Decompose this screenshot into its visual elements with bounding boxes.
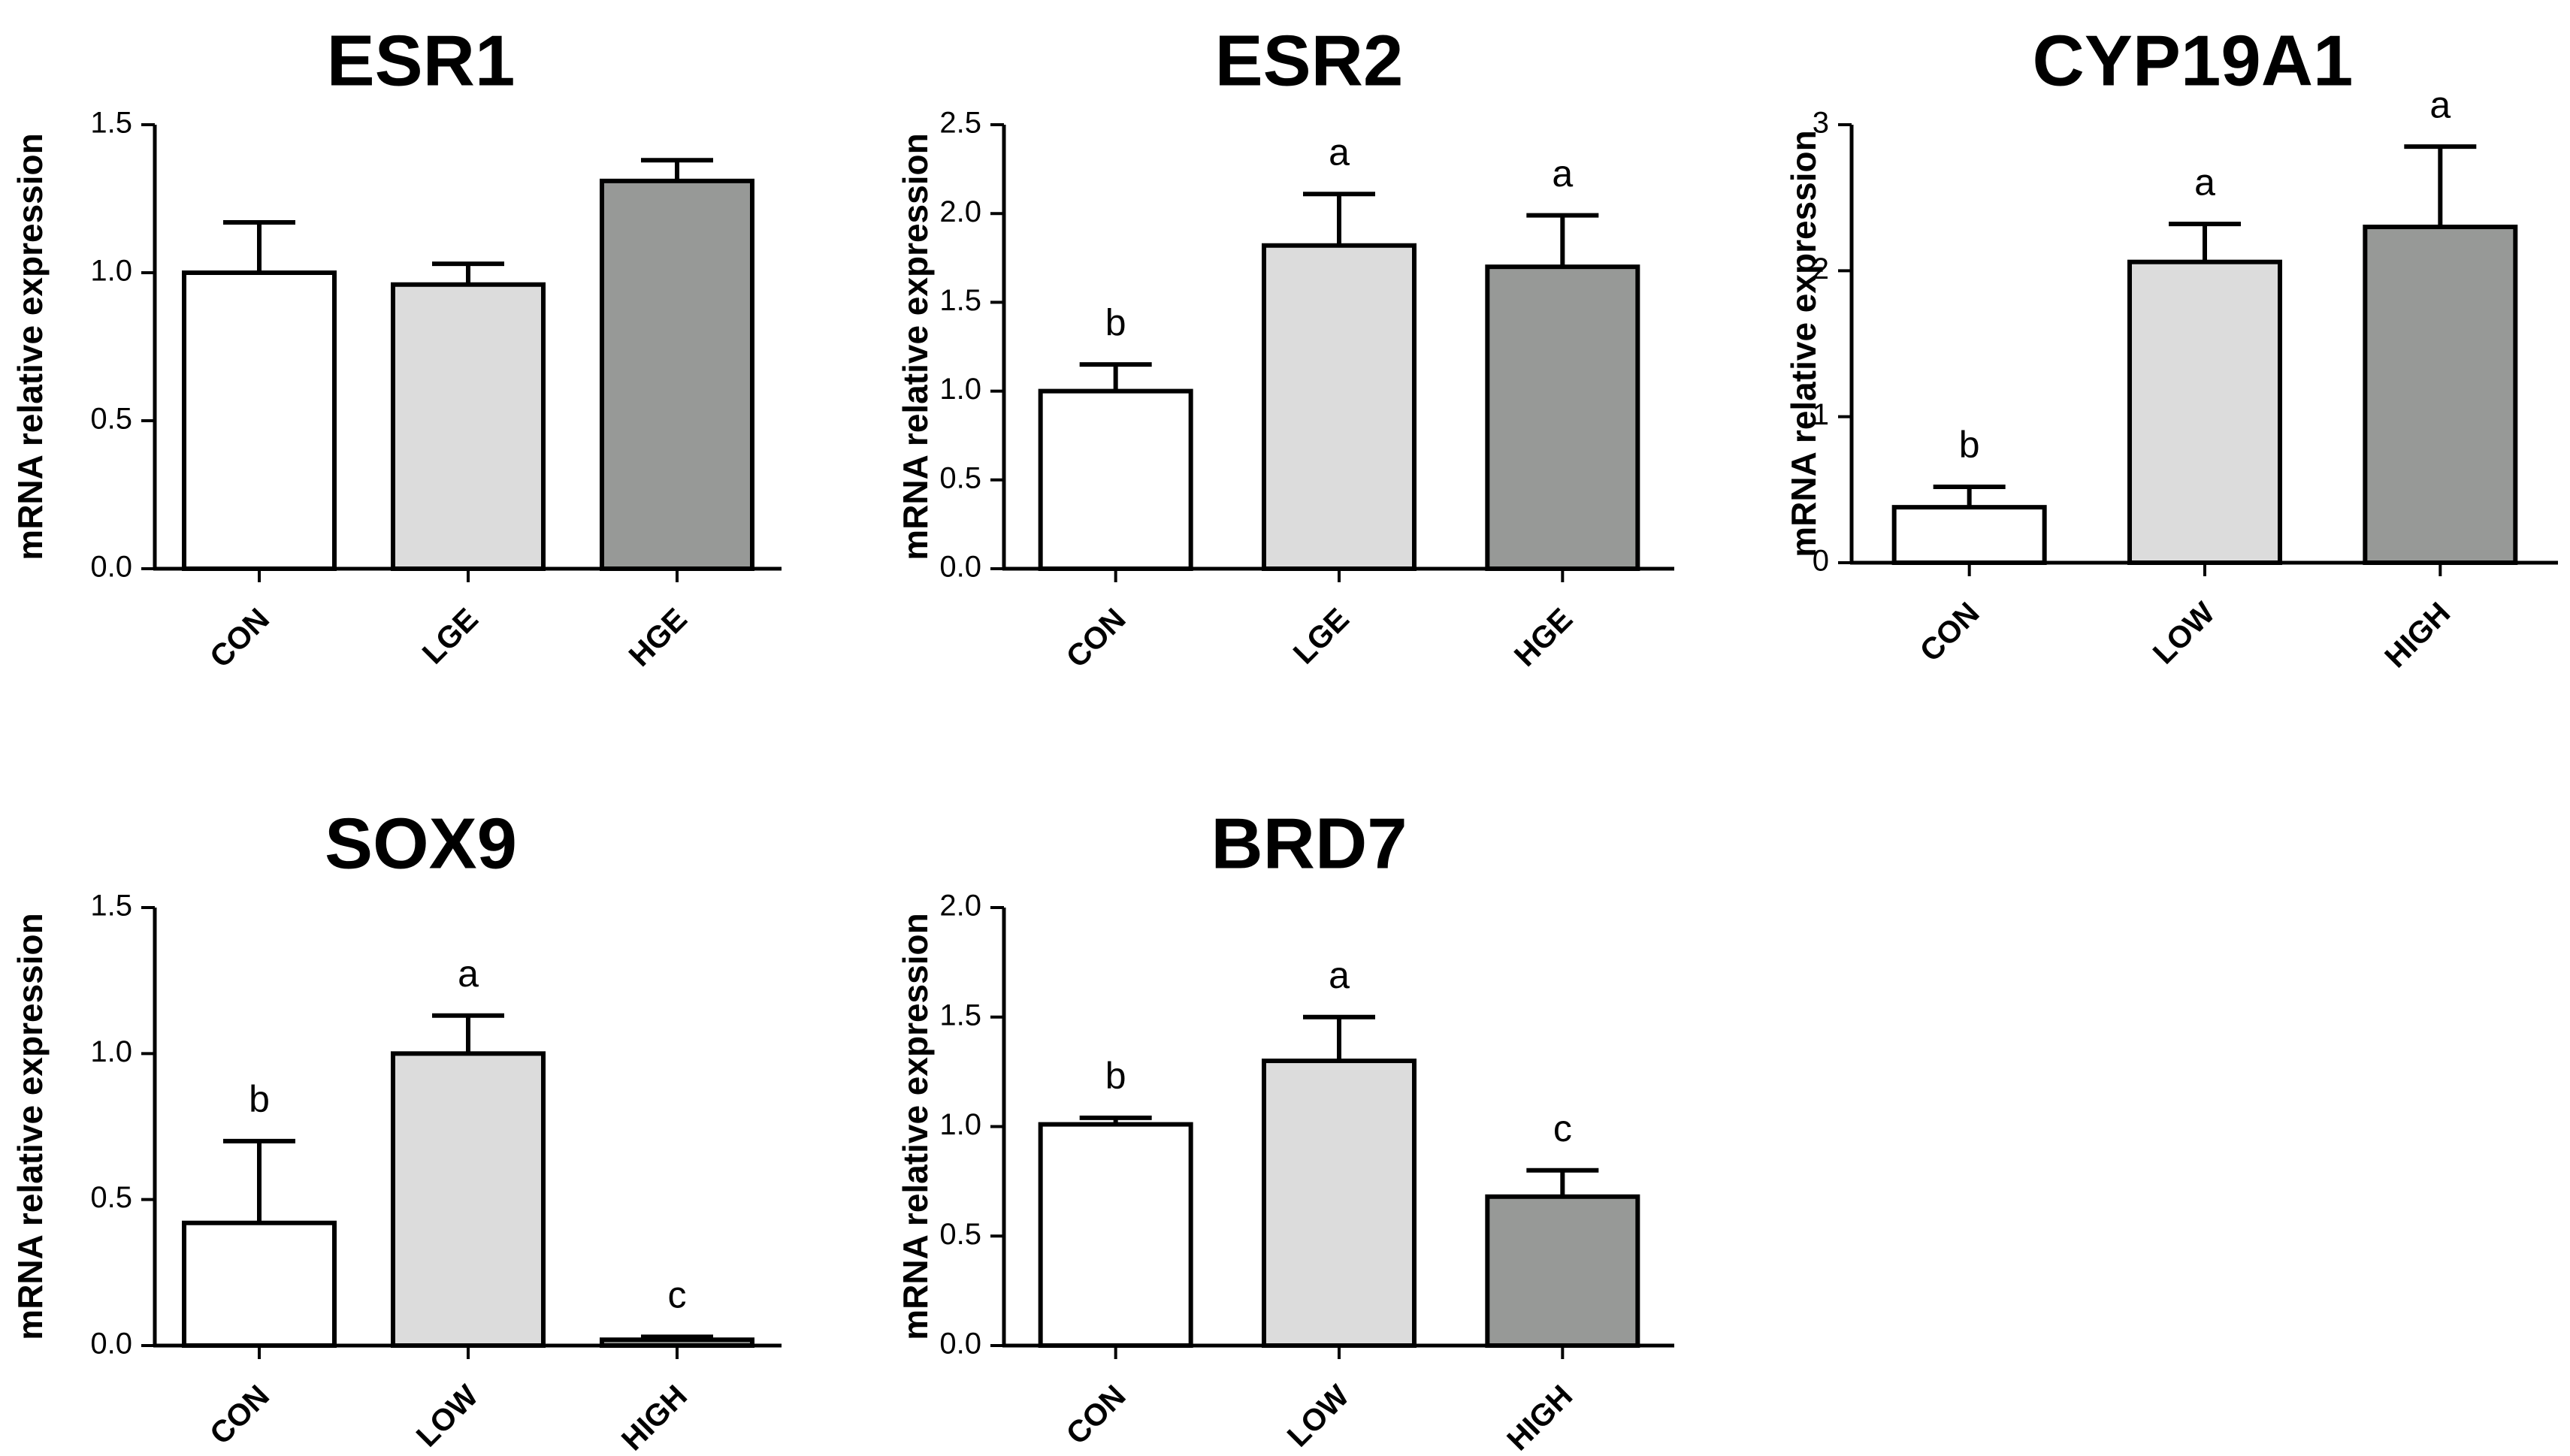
bar-hge [1485, 264, 1640, 571]
panel-title: SOX9 [325, 803, 517, 884]
category-label-con: CON [203, 601, 276, 674]
bar-high [1485, 1194, 1640, 1349]
category-label-hge: HGE [1507, 601, 1579, 672]
category-label-low: LOW [2146, 595, 2221, 670]
y-tick-label: 1.5 [90, 890, 132, 923]
bar-lge [391, 282, 546, 571]
significance-letter: b [249, 1078, 270, 1120]
bar-hge [600, 178, 754, 572]
significance-letter: a [2194, 161, 2215, 203]
bar-con [1038, 1122, 1193, 1348]
y-tick-label: 1.5 [90, 107, 132, 140]
y-axis-label: mRNA relative expression [896, 133, 935, 560]
y-tick-label: 1 [1813, 398, 1829, 431]
significance-letter: a [1329, 131, 1350, 173]
y-axis-label: mRNA relative expression [11, 133, 50, 560]
category-label-con: CON [1060, 1378, 1132, 1451]
category-label-con: CON [1060, 601, 1132, 674]
significance-letter: a [2429, 83, 2451, 125]
y-tick-label: 0.5 [939, 1218, 981, 1251]
y-tick-label: 1.0 [939, 1108, 981, 1141]
y-tick-label: 1.0 [939, 373, 981, 406]
y-tick-label: 0.0 [90, 1328, 132, 1361]
bar-high [2363, 225, 2518, 565]
category-label-lge: LGE [416, 601, 485, 670]
bar-low [1262, 1059, 1417, 1349]
significance-letter: a [1552, 153, 1573, 195]
y-tick-label: 0.5 [939, 461, 981, 494]
significance-letter: b [1959, 424, 1980, 466]
bar-con [182, 1220, 337, 1349]
category-label-low: LOW [1280, 1378, 1356, 1453]
category-label-low: LOW [410, 1378, 485, 1453]
category-label-con: CON [1913, 595, 1986, 668]
bar-low [391, 1051, 546, 1349]
y-tick-label: 1.0 [90, 255, 132, 288]
y-tick-label: 0.0 [90, 551, 132, 584]
y-tick-label: 1.0 [90, 1035, 132, 1068]
bar-lge [1262, 243, 1417, 571]
y-tick-label: 1.5 [939, 998, 981, 1032]
y-tick-label: 0 [1813, 545, 1829, 578]
category-label-high: HIGH [2378, 595, 2457, 674]
y-axis-label: mRNA relative expression [11, 913, 50, 1340]
category-label-lge: LGE [1287, 601, 1356, 670]
y-tick-label: 1.5 [939, 284, 981, 317]
panel-title: CYP19A1 [2033, 20, 2354, 101]
bar-con [182, 270, 337, 571]
y-tick-label: 2.5 [939, 107, 981, 140]
significance-letter: b [1105, 1055, 1126, 1097]
panel-title: ESR2 [1215, 20, 1404, 101]
significance-letter: c [668, 1274, 687, 1316]
category-label-hge: HGE [622, 601, 694, 672]
significance-letter: c [1553, 1107, 1572, 1149]
category-label-con: CON [203, 1378, 276, 1451]
y-tick-label: 0.5 [90, 1181, 132, 1214]
panel-title: ESR1 [327, 20, 516, 101]
panel-esr1: ESR1 mRNA relative expression 0.0 0.5 1.0 1.5… [11, 20, 782, 674]
bar-low [2127, 259, 2282, 565]
y-tick-label: 3 [1813, 107, 1829, 140]
bar-con [1891, 505, 2047, 565]
y-axis-label: mRNA relative expression [896, 913, 935, 1340]
y-tick-label: 0.5 [90, 403, 132, 436]
category-label-high: HIGH [615, 1378, 694, 1456]
significance-letter: b [1105, 301, 1126, 343]
y-tick-label: 0.0 [939, 1328, 981, 1361]
category-label-high: HIGH [1500, 1378, 1579, 1456]
y-tick-label: 2 [1813, 252, 1829, 285]
y-tick-label: 2.0 [939, 195, 981, 228]
significance-letter: a [458, 953, 479, 995]
y-tick-label: 0.0 [939, 551, 981, 584]
panel-title: BRD7 [1211, 803, 1407, 884]
bar-con [1038, 388, 1193, 571]
y-axis-label: mRNA relative expression [1784, 130, 1823, 557]
significance-letter: a [1329, 954, 1350, 996]
panel-sox9: SOX9 mRNA relative expression 0.0 0.5 1.0 1.5… [11, 803, 782, 1456]
y-tick-label: 2.0 [939, 890, 981, 923]
